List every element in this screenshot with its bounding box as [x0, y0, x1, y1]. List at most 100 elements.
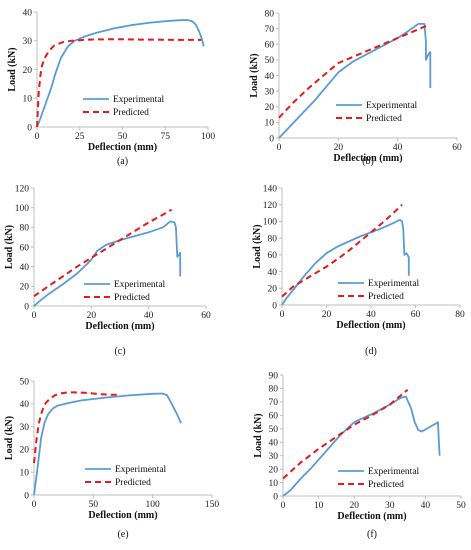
y-tick-label: 90 [269, 371, 279, 381]
y-tick-label: 80 [268, 234, 278, 244]
y-tick-label: 0 [24, 302, 29, 312]
panel-caption: (d) [365, 346, 377, 357]
y-tick-label: 60 [269, 412, 279, 422]
x-axis-title: Deflection (mm) [85, 321, 154, 332]
y-tick-label: 0 [27, 123, 32, 133]
y-tick-label: 30 [20, 423, 30, 433]
y-tick-label: 0 [273, 492, 278, 502]
y-axis-title: Load (kN) [249, 53, 260, 97]
series-line-experimental [33, 220, 182, 307]
y-tick-label: 100 [15, 204, 30, 214]
legend-label-experimental: Experimental [114, 280, 166, 290]
x-tick-label: 40 [421, 501, 431, 511]
y-tick-label: 20 [20, 446, 30, 456]
x-tick-label: 80 [455, 310, 465, 320]
legend-label-experimental: Experimental [368, 279, 420, 289]
x-tick-label: 40 [366, 310, 376, 320]
legend-label-predicted: Predicted [113, 108, 149, 118]
y-tick-label: 60 [20, 243, 30, 253]
y-tick-label: 120 [263, 201, 278, 211]
y-tick-label: 70 [269, 398, 279, 408]
x-axis-title: Deflection (mm) [336, 320, 405, 331]
x-tick-label: 0 [277, 143, 282, 153]
y-tick-label: 10 [20, 469, 30, 479]
legend-label-experimental: Experimental [368, 467, 420, 477]
x-tick-label: 20 [349, 501, 359, 511]
y-tick-label: 0 [269, 134, 274, 144]
x-axis-title: Deflection (mm) [88, 142, 157, 153]
x-tick-label: 30 [385, 501, 395, 511]
y-axis-title: Load (kN) [4, 225, 15, 269]
series-line-experimental [282, 395, 441, 497]
y-tick-label: 140 [263, 184, 278, 194]
chart-panel-5: 0 10 20 30 40 50 0 50 100 150 Deflection (mm) Load … [4, 377, 219, 540]
x-tick-label: 0 [281, 501, 286, 511]
x-tick-label: 0 [32, 311, 37, 321]
y-tick-label: 20 [268, 285, 278, 295]
y-tick-label: 30 [269, 452, 279, 462]
series-line-predicted [278, 24, 428, 119]
y-tick-label: 40 [268, 268, 278, 278]
x-tick-label: 150 [205, 500, 220, 510]
y-tick-label: 30 [265, 87, 275, 97]
series-line-predicted [33, 391, 118, 464]
x-axis-title: Deflection (mm) [333, 153, 402, 164]
y-tick-label: 10 [269, 479, 279, 489]
x-tick-label: 60 [201, 311, 211, 321]
series-line-predicted [36, 38, 202, 128]
y-axis-title: Load (kN) [7, 47, 18, 91]
panel-caption: (b) [362, 156, 374, 167]
legend-label-predicted: Predicted [368, 480, 404, 490]
x-tick-label: 25 [75, 132, 85, 142]
x-tick-label: 20 [87, 311, 97, 321]
legend-label-predicted: Predicted [115, 478, 151, 488]
y-axis-title: Load (kN) [253, 413, 264, 457]
x-tick-label: 100 [146, 500, 161, 510]
y-tick-label: 40 [20, 400, 30, 410]
x-tick-label: 60 [452, 143, 462, 153]
y-tick-label: 80 [269, 385, 279, 395]
y-tick-label: 120 [15, 184, 30, 194]
y-tick-label: 20 [269, 465, 279, 475]
x-tick-label: 75 [161, 132, 171, 142]
panel-caption: (f) [367, 529, 377, 540]
y-tick-label: 80 [20, 224, 30, 234]
y-tick-label: 50 [265, 56, 275, 66]
y-tick-label: 60 [265, 41, 275, 51]
y-tick-label: 10 [265, 119, 275, 129]
y-axis-title: Load (kN) [252, 224, 263, 268]
y-tick-label: 70 [265, 25, 275, 35]
y-tick-label: 20 [265, 103, 275, 113]
legend-label-predicted: Predicted [114, 293, 150, 303]
series-line-predicted [282, 389, 409, 480]
series-line-experimental [33, 392, 182, 496]
series-line-experimental [278, 22, 432, 139]
panel-caption: (e) [117, 529, 128, 540]
y-tick-label: 30 [23, 37, 33, 47]
chart-panel-1: 0 10 20 30 40 0 25 50 75 100 Deflection (mm) Load (… [7, 8, 215, 167]
x-tick-label: 20 [322, 310, 332, 320]
series-line-experimental [36, 19, 205, 128]
y-tick-label: 60 [268, 251, 278, 261]
x-tick-label: 50 [118, 132, 128, 142]
y-tick-label: 40 [20, 263, 30, 273]
x-tick-label: 50 [456, 501, 466, 511]
series-line-predicted [33, 208, 173, 298]
x-tick-label: 0 [35, 132, 40, 142]
y-tick-label: 0 [272, 301, 277, 311]
y-tick-label: 40 [269, 439, 279, 449]
chart-panel-4: 0 20 40 60 80 100 120 140 0 20 40 60 80 Deflection (m… [252, 184, 465, 357]
legend-label-predicted: Predicted [368, 292, 404, 302]
y-tick-label: 80 [265, 9, 275, 19]
x-tick-label: 100 [201, 132, 216, 142]
series-line-predicted [281, 203, 403, 298]
chart-panel-6: 0 10 20 30 40 50 60 70 80 90 0 10 20 30 40 50 Deflection… [253, 371, 466, 540]
y-tick-label: 50 [20, 377, 30, 387]
x-tick-label: 40 [144, 311, 154, 321]
x-tick-label: 10 [314, 501, 324, 511]
x-axis-title: Deflection (mm) [88, 510, 157, 521]
y-tick-label: 100 [263, 218, 278, 228]
y-tick-label: 10 [23, 95, 33, 105]
panel-caption: (a) [117, 156, 128, 167]
